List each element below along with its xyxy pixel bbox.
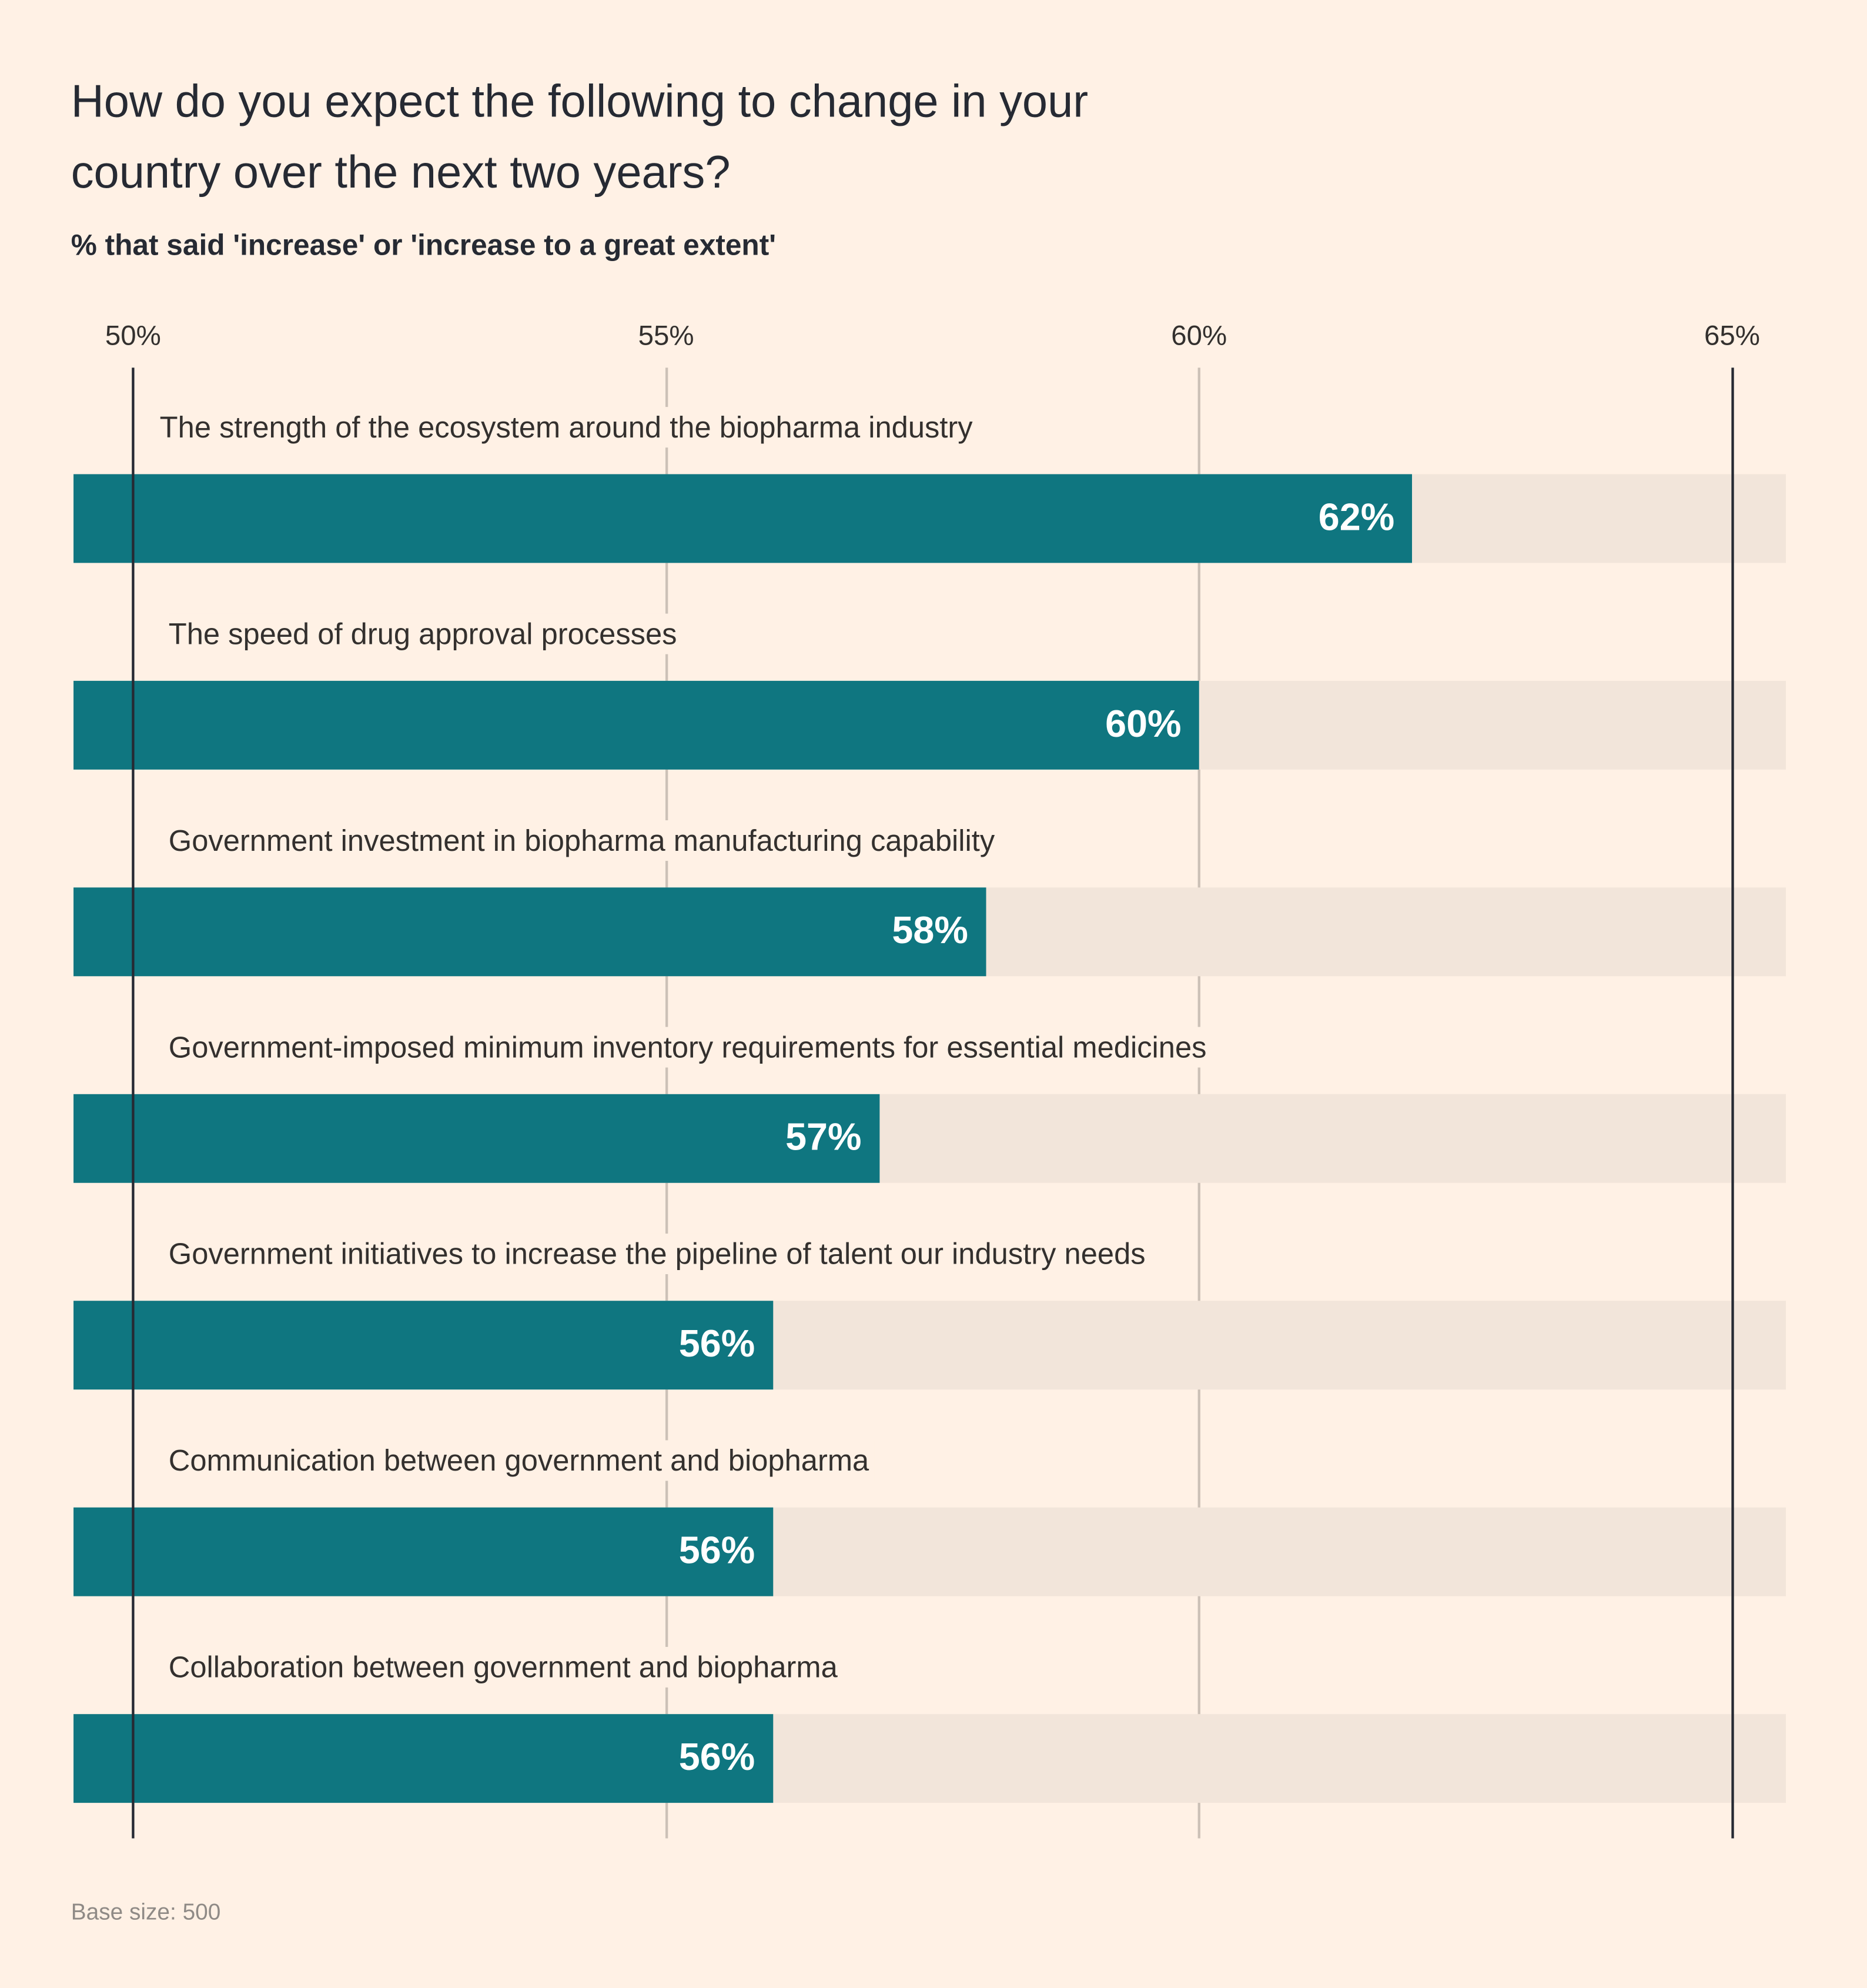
- bar: 56%: [73, 1714, 773, 1803]
- bar: 58%: [73, 887, 986, 977]
- category-label: The speed of drug approval processes: [168, 613, 682, 654]
- x-tick-label: 50%: [105, 319, 161, 352]
- category-label: Collaboration between government and bio…: [168, 1646, 843, 1688]
- chart-title: How do you expect the following to chang…: [71, 75, 1089, 198]
- bar: 56%: [73, 1301, 773, 1390]
- x-tick-label: 65%: [1704, 319, 1760, 352]
- value-label: 56%: [678, 1324, 755, 1366]
- value-label: 56%: [678, 1736, 755, 1779]
- axis-line: [132, 367, 135, 1839]
- x-tick-label: 60%: [1171, 319, 1227, 352]
- footnote: Base size: 500: [71, 1899, 221, 1925]
- category-label: Government-imposed minimum inventory req…: [168, 1027, 1212, 1068]
- category-label: The strength of the ecosystem around the…: [159, 407, 978, 448]
- value-label: 57%: [785, 1117, 862, 1159]
- x-tick-label: 55%: [638, 319, 694, 352]
- value-label: 62%: [1318, 497, 1395, 539]
- value-label: 58%: [892, 910, 968, 953]
- bar: 60%: [73, 680, 1199, 770]
- bar: 56%: [73, 1507, 773, 1596]
- axis-line: [1731, 367, 1734, 1839]
- category-label: Government investment in biopharma manuf…: [168, 820, 1000, 861]
- category-label: Government initiatives to increase the p…: [168, 1233, 1151, 1274]
- bar: 62%: [73, 474, 1413, 563]
- category-label: Communication between government and bio…: [168, 1440, 874, 1481]
- value-label: 60%: [1105, 703, 1182, 746]
- value-label: 56%: [678, 1530, 755, 1572]
- chart-subtitle: % that said 'increase' or 'increase to a…: [71, 228, 777, 262]
- bar: 57%: [73, 1094, 879, 1183]
